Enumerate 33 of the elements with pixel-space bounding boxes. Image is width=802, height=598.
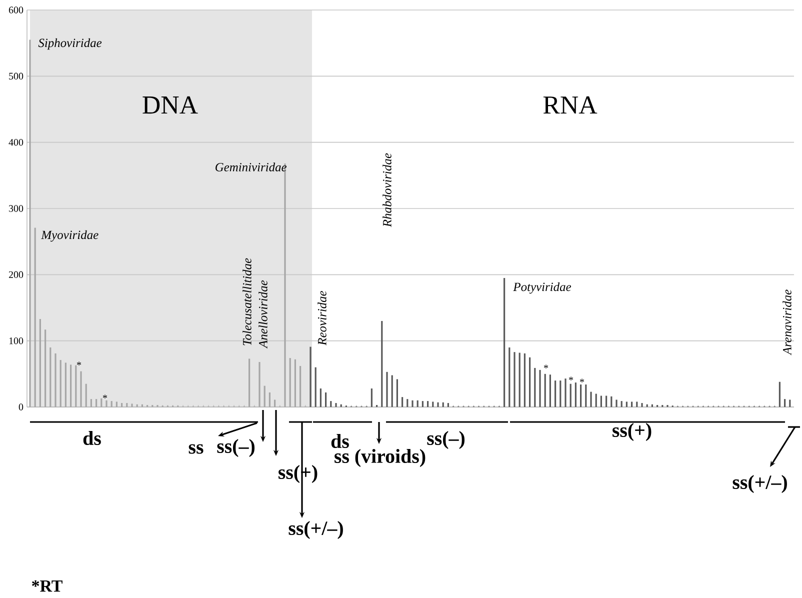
- text: *RT: [32, 580, 62, 592]
- annotation: Rhabdoviridae: [382, 153, 392, 228]
- annotation: Anelloviridae: [258, 280, 268, 349]
- text: ds: [331, 434, 349, 448]
- y-tick-label: 400: [8, 138, 24, 146]
- annotation: Reoviridae: [318, 290, 326, 346]
- annotation: Myoviridae: [41, 230, 98, 242]
- annotation: DNA: [142, 96, 198, 114]
- annotation: *: [544, 364, 548, 368]
- text: ss(+/–): [288, 520, 343, 540]
- annotation: RNA: [543, 96, 598, 114]
- annotation: Tolecusatellitidae: [242, 258, 252, 346]
- annotation: Arenaviridae: [782, 290, 792, 356]
- text: ss(+): [612, 422, 652, 442]
- annotation: *: [569, 376, 574, 380]
- y-tick-label: 300: [9, 205, 24, 212]
- text: ss(–): [427, 430, 464, 450]
- text: ds: [83, 430, 101, 445]
- annotation: *: [102, 394, 108, 398]
- y-tick-label: 100: [9, 337, 24, 344]
- text: ss: [188, 444, 204, 454]
- text: ss (viroids): [334, 448, 426, 468]
- y-tick-label: 500: [9, 72, 24, 80]
- annotation: Siphoviridae: [38, 38, 102, 50]
- y-tick-label: 600: [8, 6, 24, 14]
- annotation: Geminiviridae: [216, 162, 287, 172]
- y-tick-label: 0: [18, 404, 24, 410]
- annotation: *: [76, 362, 82, 366]
- annotation: *: [580, 378, 584, 382]
- text: ss(+/–): [732, 474, 787, 494]
- y-tick-label: 200: [8, 271, 24, 278]
- annotation: Potyviridae: [513, 282, 572, 294]
- text: ss(–): [217, 438, 254, 458]
